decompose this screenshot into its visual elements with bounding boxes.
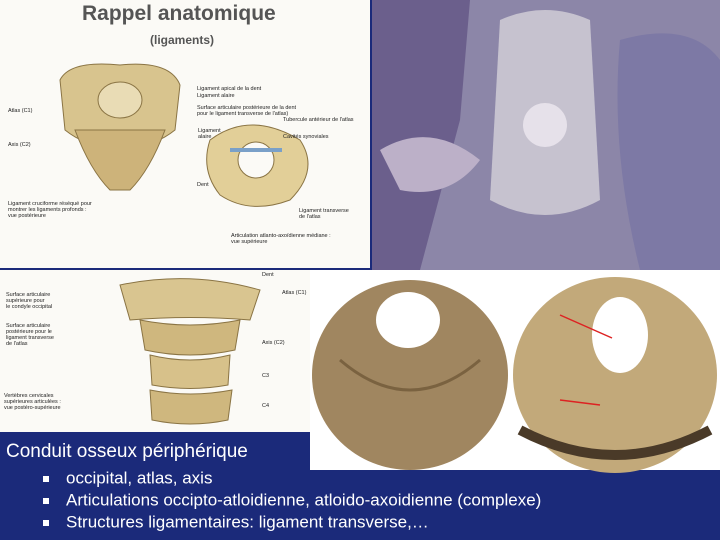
figure-label: Atlas (C1) bbox=[282, 290, 307, 296]
photo-skull-1 bbox=[310, 270, 510, 470]
figure-label: vue postéro-supérieure bbox=[4, 405, 61, 411]
figure-label: Surface articulaire bbox=[6, 292, 50, 298]
figure-label: Ligament alaire bbox=[197, 93, 235, 99]
bullet-marker bbox=[43, 498, 49, 504]
figure-label: Ligament apical de la dent bbox=[197, 86, 262, 92]
figure-label: Dent bbox=[197, 182, 209, 188]
figure-label: Tubercule antérieur de l'atlas bbox=[283, 117, 354, 123]
figure-label: Ligament cruciforme réséqué pour bbox=[8, 201, 92, 207]
figure-label: supérieure pour bbox=[6, 298, 45, 304]
figure-label: montrer les ligaments profonds : bbox=[8, 207, 87, 213]
figure-label: Surface articulaire bbox=[6, 323, 50, 329]
heading: Conduit osseux périphérique bbox=[6, 441, 248, 462]
figure-label: Atlas (C1) bbox=[8, 108, 33, 114]
figure-label: ligament transverse bbox=[6, 335, 54, 341]
figure-label: C3 bbox=[262, 373, 269, 379]
figure-label: Dent bbox=[262, 272, 274, 278]
figure-label: Ligament transverse bbox=[299, 208, 349, 214]
bullet-text: occipital, atlas, axis bbox=[66, 468, 212, 487]
figure-label: Axis (C2) bbox=[262, 340, 285, 346]
figure-label: Axis (C2) bbox=[8, 142, 31, 148]
figure-label: supérieures articulées : bbox=[4, 399, 61, 405]
figure-label: de l'atlas bbox=[299, 214, 321, 220]
bullet-marker bbox=[43, 520, 49, 526]
cervical-drawing bbox=[119, 278, 261, 425]
figure-label: Surface articulaire postérieure de la de… bbox=[197, 105, 297, 111]
figure-label: Vertèbres cervicales bbox=[4, 393, 54, 399]
photo-skull-2 bbox=[510, 270, 720, 473]
figure-label: Cavités synoviales bbox=[283, 134, 329, 140]
figure-label: de l'atlas bbox=[6, 341, 28, 347]
figure-label: pour le ligament transverse de l'atlas) bbox=[197, 111, 288, 117]
bullet-marker bbox=[43, 476, 49, 482]
figure-label: le condyle occipital bbox=[6, 304, 52, 310]
figure-top-bg bbox=[0, 0, 370, 268]
figure-label: vue postérieure bbox=[8, 213, 46, 219]
figure-label: Ligament bbox=[198, 128, 221, 134]
figure-label: vue supérieure bbox=[231, 239, 267, 245]
figure-label: postérieure pour le bbox=[6, 329, 52, 335]
bullet-text: Articulations occipto-atloidienne, atloi… bbox=[66, 490, 541, 509]
bullet-text: Structures ligamentaires: ligament trans… bbox=[66, 512, 429, 531]
subtitle: (ligaments) bbox=[150, 33, 214, 47]
title: Rappel anatomique bbox=[82, 2, 276, 25]
figure-label: Articulation atlanto-axoïdienne médiane … bbox=[231, 233, 331, 239]
figure-label: alaire bbox=[198, 134, 211, 140]
figure-label: C4 bbox=[262, 403, 269, 409]
photo-dissection bbox=[372, 0, 720, 271]
vertebra-drawing bbox=[59, 63, 309, 207]
